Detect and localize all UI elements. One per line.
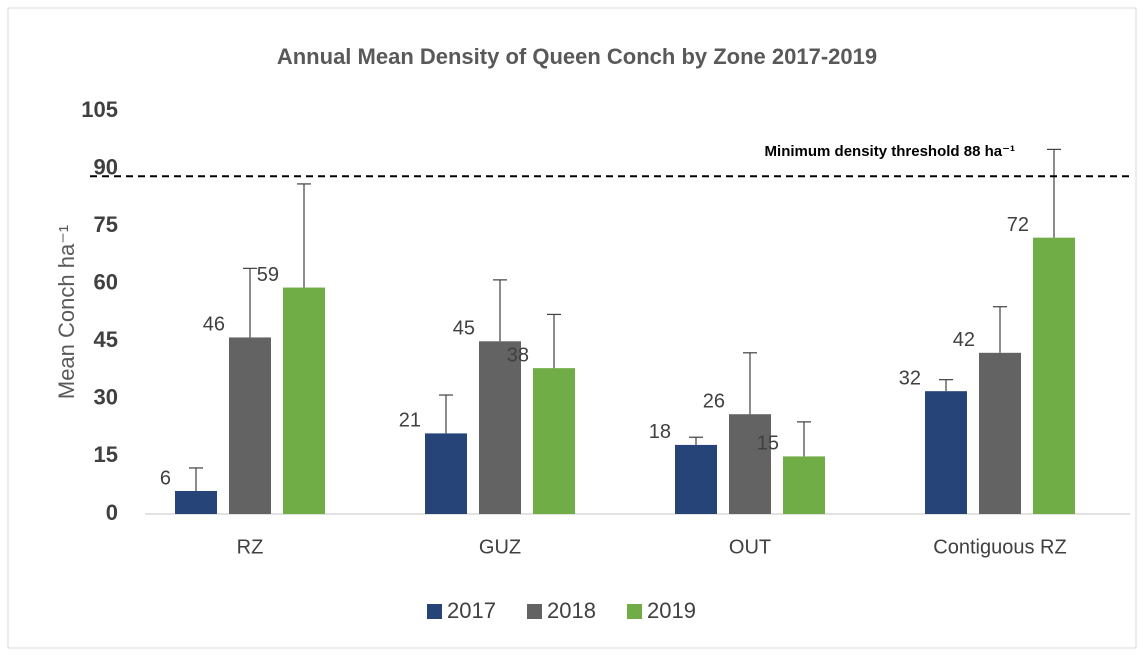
legend-label: 2018 bbox=[547, 598, 596, 623]
value-label: 15 bbox=[757, 433, 779, 455]
y-tick-label: 15 bbox=[94, 442, 118, 467]
value-label: 72 bbox=[1007, 214, 1029, 236]
chart-title: Annual Mean Density of Queen Conch by Zo… bbox=[277, 44, 877, 69]
x-tick-label: RZ bbox=[237, 536, 264, 558]
y-tick-label: 45 bbox=[94, 327, 118, 352]
x-tick-label: OUT bbox=[729, 536, 771, 558]
value-label: 46 bbox=[203, 314, 225, 336]
bar bbox=[925, 391, 967, 514]
bar bbox=[425, 433, 467, 514]
y-axis-label: Mean Conch ha⁻¹ bbox=[54, 225, 79, 399]
y-tick-label: 60 bbox=[94, 270, 118, 295]
value-label: 26 bbox=[703, 390, 725, 412]
value-label: 38 bbox=[507, 344, 529, 366]
y-tick-label: 105 bbox=[81, 97, 118, 122]
x-tick-label: GUZ bbox=[479, 536, 521, 558]
value-label: 32 bbox=[899, 367, 921, 389]
legend-swatch bbox=[627, 604, 642, 619]
value-label: 59 bbox=[257, 264, 279, 286]
bar bbox=[729, 414, 771, 514]
legend-label: 2017 bbox=[447, 598, 496, 623]
legend-swatch bbox=[527, 604, 542, 619]
value-label: 42 bbox=[953, 329, 975, 351]
bar bbox=[783, 456, 825, 514]
bar bbox=[175, 490, 217, 514]
value-label: 45 bbox=[453, 318, 475, 340]
value-label: 21 bbox=[399, 410, 421, 432]
bar bbox=[979, 352, 1021, 514]
y-tick-label: 75 bbox=[94, 212, 118, 237]
bar bbox=[1033, 237, 1075, 514]
bar bbox=[479, 341, 521, 514]
threshold-label: Minimum density threshold 88 ha⁻¹ bbox=[765, 143, 1015, 160]
y-tick-label: 30 bbox=[94, 385, 118, 410]
legend-label: 2019 bbox=[647, 598, 696, 623]
legend-swatch bbox=[427, 604, 442, 619]
y-tick-label: 90 bbox=[94, 154, 118, 179]
value-label: 18 bbox=[649, 421, 671, 443]
bar bbox=[283, 287, 325, 514]
bar bbox=[533, 368, 575, 514]
value-label: 6 bbox=[160, 467, 171, 489]
x-tick-label: Contiguous RZ bbox=[933, 536, 1066, 558]
bar bbox=[675, 444, 717, 514]
bar bbox=[229, 337, 271, 514]
y-tick-label: 0 bbox=[106, 500, 118, 525]
chart-border bbox=[7, 7, 1137, 649]
